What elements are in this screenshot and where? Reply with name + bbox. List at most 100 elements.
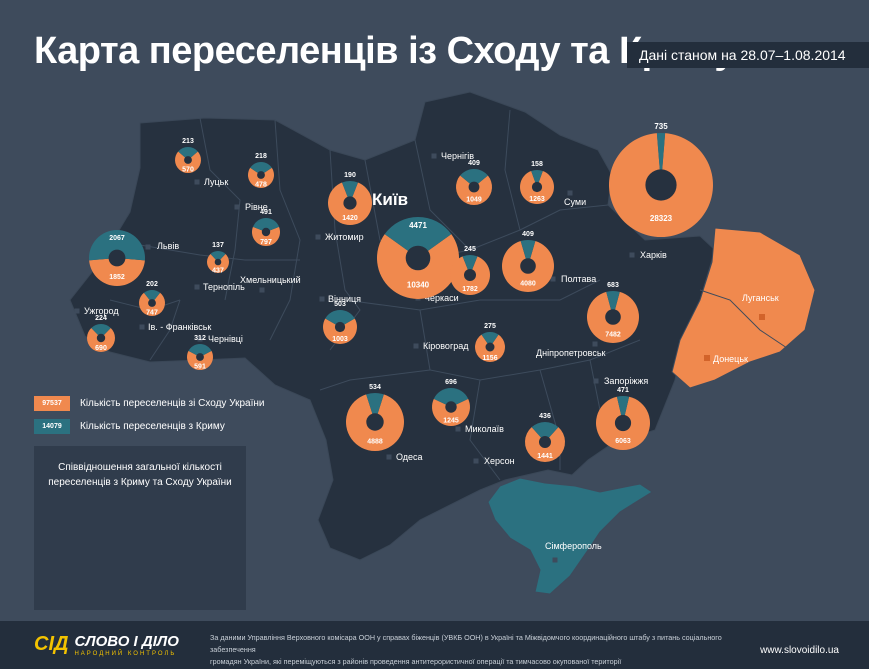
pie-kyiv-crimea-slice [384,217,452,258]
pie-dnipropetrovsk-crimea-label: 683 [607,282,619,289]
pie-chernivtsi: 312 591 [187,335,213,371]
marker-sumy [567,190,573,196]
marker-kirovohrad [413,343,419,349]
pie-ivano-frankivsk-crimea-slice [143,290,161,303]
pie-kirovohrad: 275 1156 [475,323,506,362]
logo-mark: СІД [34,633,69,655]
pie-mykolaiv-crimea-label: 696 [445,379,457,386]
pie-kirovohrad-crimea-label: 275 [484,323,496,330]
legend-east-label: Кількість переселенців зі Сходу України [80,397,265,409]
pie-volyn-east-label: 570 [182,167,194,174]
marker-donetsk [704,355,710,361]
logo-subtitle: НАРОДНИЙ КОНТРОЛЬ [74,651,177,657]
city-label-kirovohrad: Кіровоград [423,341,469,351]
marker-zhytomyr [315,234,321,240]
crimea-territory [487,477,653,595]
source-line-2: громадян України, які переміщуються з ра… [210,657,622,666]
pie-zhytomyr-crimea-slice [342,181,358,203]
pie-lviv-crimea-label: 2067 [109,235,125,242]
source-note: За даними Управління Верховного комісара… [210,632,750,668]
pie-kharkiv-hole [645,169,677,201]
logo-name: СЛОВО І ДІЛО [74,633,179,650]
city-label-chernivtsi: Чернівці [208,334,243,344]
pie-kyiv-east-label: 10340 [407,280,430,289]
pie-chernihiv-crimea-label: 409 [468,160,480,167]
pie-kharkiv: 735 28323 [609,122,714,237]
pie-ivano-frankivsk: 202 747 [139,281,165,317]
pie-zakarpattia-hole [96,333,106,343]
city-label-ivano-frankivsk: Ів. - Франківськ [148,322,211,332]
pie-lviv-crimea-slice [89,230,146,261]
pie-kherson: 436 1441 [525,413,565,463]
city-label-donetsk: Донецьк [713,354,748,364]
marker-lutsk [194,179,200,185]
pie-rivne-east-label: 478 [255,182,267,189]
pie-ternopil-hole [214,258,222,266]
pie-odesa-east-label: 4888 [367,438,383,445]
pie-volyn-hole [184,156,192,164]
pie-chernivtsi-crimea-label: 312 [194,335,206,342]
pie-chernihiv-hole [468,181,480,193]
pie-sumy: 158 1263 [520,161,554,205]
pie-sumy-east-label: 1263 [529,196,545,203]
pie-kyiv: 4471 10340 [377,217,459,299]
pie-kherson-crimea-slice [531,421,559,442]
pie-kherson-east-label: 1441 [537,453,553,460]
pie-volyn-crimea-label: 213 [182,138,194,145]
city-label-ternopil: Тернопіль [203,282,245,292]
pie-chernivtsi-east-label: 591 [194,364,206,371]
pie-ternopil-crimea-label: 137 [212,242,224,249]
ratio-panel-title: Співвідношення загальної кількості перес… [34,460,246,490]
pie-kharkiv-crimea-label: 735 [654,122,668,131]
pie-khmelnytskyi: 491 797 [252,209,280,246]
pie-ivano-frankivsk-crimea-label: 202 [146,281,158,288]
pie-cherkasy-crimea-slice [462,255,478,275]
marker-khmelnytskyi [259,287,265,293]
pie-mykolaiv: 696 1245 [432,379,470,427]
pie-zhytomyr-crimea-label: 190 [344,172,356,179]
marker-chernihiv [431,153,437,159]
luhansk-donetsk-zone [671,227,816,389]
ratio-title-line2: переселенців з Криму та Сходу України [48,477,232,488]
pie-kyiv-hole [405,245,431,271]
pie-chernivtsi-hole [196,353,204,361]
pie-cherkasy-east-label: 1782 [462,286,478,293]
pie-rivne-crimea-slice [250,162,272,175]
marker-lviv [145,244,151,250]
pie-zaporizhzhia-crimea-slice [616,396,630,423]
marker-odesa [386,454,392,460]
pie-dnipropetrovsk-hole [605,309,621,325]
ratio-panel: Співвідношення загальної кількості перес… [34,446,246,610]
pie-lviv-east-slice [89,258,145,286]
city-label-mykolaiv: Миколаїв [465,424,504,434]
city-label-simferopol: Сімферополь [545,541,602,551]
pie-mykolaiv-east-label: 1245 [443,417,459,424]
pie-chernihiv-east-label: 1049 [466,197,482,204]
marker-ivano-frankivsk [139,324,145,330]
city-label-vinnytsia: Вінниця [328,294,361,304]
pie-cherkasy: 245 1782 [450,246,490,295]
pie-kirovohrad-east-label: 1156 [482,355,497,362]
city-label-kharkiv: Харків [640,250,667,260]
pie-zaporizhzhia-crimea-label: 471 [617,387,629,394]
pie-odesa-crimea-slice [366,393,384,422]
pie-kherson-hole [539,436,551,448]
pie-ivano-frankivsk-hole [148,299,156,307]
pie-vinnytsia-crimea-slice [325,310,355,327]
site-link[interactable]: www.slovoidilo.ua [760,645,839,656]
pie-rivne-crimea-label: 218 [255,153,267,160]
pie-zakarpattia-east-label: 690 [95,345,107,352]
pie-poltava-crimea-label: 409 [522,231,534,238]
pie-poltava: 409 4080 [502,231,554,292]
pie-chernihiv-crimea-slice [460,169,488,187]
pie-poltava-east-label: 4080 [520,281,536,288]
city-label-lviv: Львів [157,241,179,251]
pie-vinnytsia: 503 1003 [323,301,357,344]
region-pies: 213 570 218 478 2067 1852 137 437 491 797 202 747 22… [87,122,714,463]
city-label-odesa: Одеса [396,452,423,462]
city-label-luhansk: Луганськ [742,293,779,303]
marker-zaporizhzhia [593,378,599,384]
legend-crimea-swatch: 14079 [34,418,70,434]
pie-mykolaiv-crimea-slice [433,388,469,407]
marker-mykolaiv [455,426,461,432]
